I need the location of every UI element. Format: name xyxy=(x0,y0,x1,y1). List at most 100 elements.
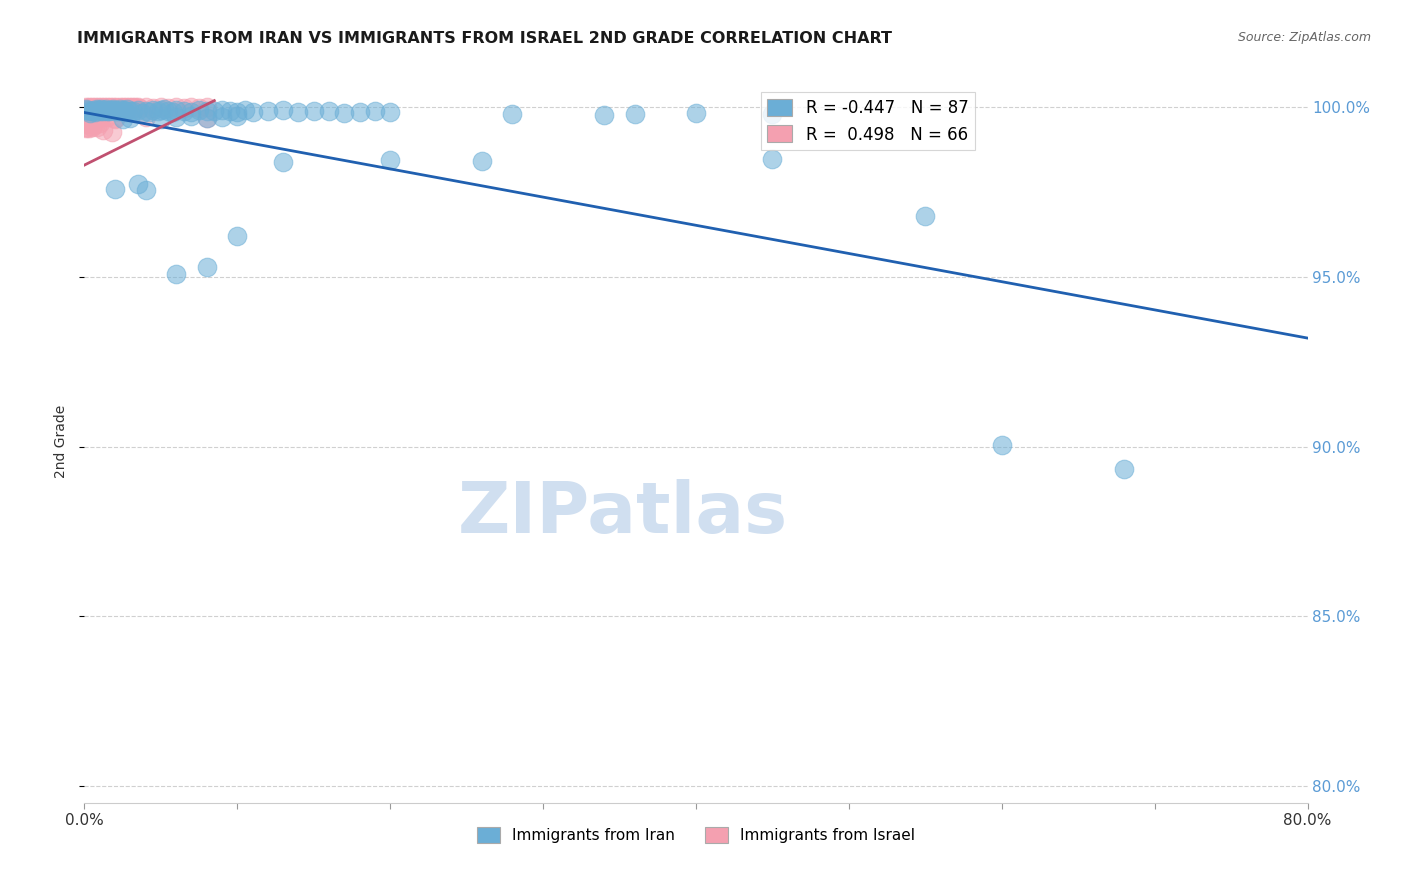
Point xyxy=(83,118,105,132)
Point xyxy=(135,100,157,114)
Point xyxy=(87,111,110,125)
Point xyxy=(146,104,169,119)
Point xyxy=(380,105,402,120)
Point xyxy=(114,100,136,114)
Point xyxy=(120,112,142,126)
Point xyxy=(226,109,249,123)
Point xyxy=(180,100,202,114)
Point xyxy=(173,104,195,119)
Point xyxy=(173,102,195,116)
Point xyxy=(94,102,117,116)
Point xyxy=(111,100,134,114)
Point xyxy=(127,100,149,114)
Point xyxy=(502,106,524,120)
Point xyxy=(195,111,218,125)
Point xyxy=(86,102,108,116)
Point xyxy=(121,100,143,114)
Point xyxy=(90,100,112,114)
Point xyxy=(105,100,128,114)
Point xyxy=(761,107,783,121)
Point xyxy=(318,103,340,118)
Point xyxy=(83,101,105,115)
Text: IMMIGRANTS FROM IRAN VS IMMIGRANTS FROM ISRAEL 2ND GRADE CORRELATION CHART: IMMIGRANTS FROM IRAN VS IMMIGRANTS FROM … xyxy=(77,31,893,46)
Point xyxy=(76,103,98,117)
Point xyxy=(153,102,176,116)
Point xyxy=(149,103,172,118)
Point xyxy=(127,103,149,117)
Point xyxy=(87,100,110,114)
Point xyxy=(84,110,107,124)
Point xyxy=(75,100,97,114)
Point xyxy=(101,103,124,118)
Point xyxy=(195,112,218,126)
Point xyxy=(115,102,138,116)
Point xyxy=(114,104,136,119)
Point xyxy=(118,100,141,114)
Point xyxy=(162,105,184,120)
Point xyxy=(165,110,187,124)
Point xyxy=(80,100,103,114)
Point xyxy=(125,101,148,115)
Point xyxy=(101,125,124,139)
Point xyxy=(364,104,387,119)
Point xyxy=(122,104,145,119)
Point xyxy=(195,260,218,274)
Point xyxy=(107,101,129,115)
Point xyxy=(93,103,115,117)
Point xyxy=(202,104,225,119)
Point xyxy=(91,102,114,116)
Point xyxy=(287,105,309,120)
Point xyxy=(89,116,111,130)
Point xyxy=(112,103,135,117)
Point xyxy=(188,103,211,117)
Point xyxy=(122,102,145,116)
Point xyxy=(80,111,103,125)
Point xyxy=(110,102,132,116)
Point xyxy=(349,104,371,119)
Point xyxy=(104,102,127,116)
Point xyxy=(79,105,101,120)
Point xyxy=(86,102,108,116)
Point xyxy=(257,104,280,119)
Point xyxy=(103,100,125,114)
Point xyxy=(135,182,157,196)
Point xyxy=(77,120,100,135)
Point xyxy=(89,104,111,119)
Point xyxy=(135,103,157,118)
Point xyxy=(593,107,616,121)
Point xyxy=(96,100,118,114)
Point xyxy=(1114,461,1136,475)
Point xyxy=(142,101,165,115)
Point xyxy=(93,100,115,114)
Point xyxy=(380,153,402,167)
Point xyxy=(195,100,218,114)
Point xyxy=(180,104,202,119)
Point xyxy=(80,103,103,118)
Point xyxy=(124,100,146,114)
Point xyxy=(624,107,647,121)
Point xyxy=(271,154,294,169)
Text: ZIPatlas: ZIPatlas xyxy=(457,479,787,549)
Point xyxy=(195,103,218,118)
Point xyxy=(233,103,256,118)
Point xyxy=(77,110,100,124)
Point xyxy=(211,103,233,117)
Point xyxy=(302,104,325,119)
Point xyxy=(226,229,249,244)
Point xyxy=(333,105,356,120)
Point xyxy=(91,123,114,137)
Point xyxy=(108,100,131,114)
Point xyxy=(79,114,101,128)
Point xyxy=(218,104,240,119)
Point xyxy=(96,103,118,118)
Point xyxy=(77,100,100,114)
Point xyxy=(131,105,153,120)
Point xyxy=(120,101,142,115)
Point xyxy=(76,117,98,131)
Text: Source: ZipAtlas.com: Source: ZipAtlas.com xyxy=(1237,31,1371,45)
Point xyxy=(226,105,249,120)
Point xyxy=(87,103,110,118)
Point xyxy=(149,100,172,114)
Point xyxy=(98,103,121,117)
Point xyxy=(104,182,127,196)
